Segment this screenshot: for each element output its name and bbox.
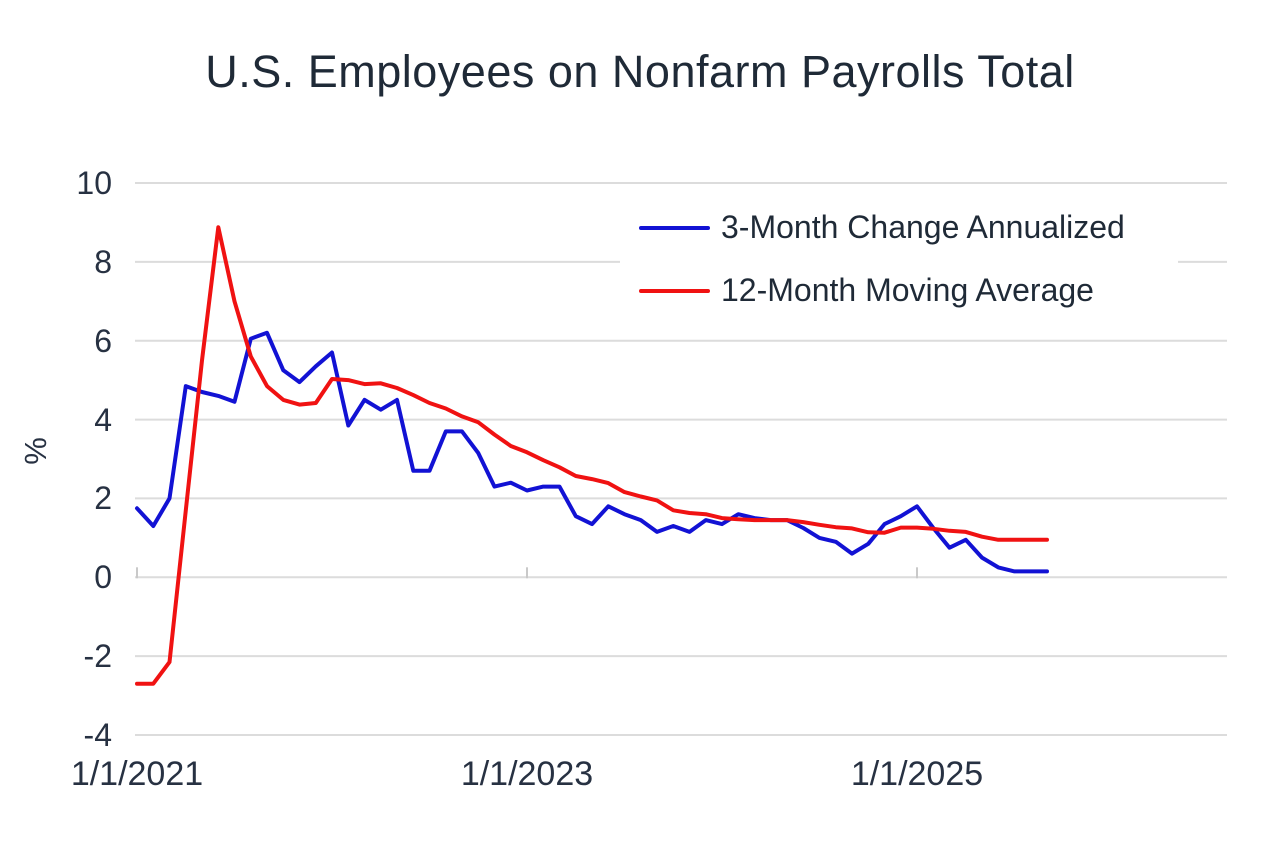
y-tick-label-6: 6 [94,323,112,359]
legend-label-12-month: 12-Month Moving Average [721,272,1094,308]
series-line-3-month-change [135,330,1049,574]
series-line-12-month-average [135,225,1049,686]
y-tick-label--4: -4 [83,717,112,753]
blue-line-swatch-icon [639,225,710,230]
x-tick-label-1/1/2025: 1/1/2025 [850,755,984,793]
y-tick-label-10: 10 [76,165,112,201]
chart-title: U.S. Employees on Nonfarm Payrolls Total [205,46,1075,97]
y-tick-label-8: 8 [94,244,112,280]
x-tick-label-1/1/2023: 1/1/2023 [460,755,594,793]
y-tick-label-0: 0 [94,559,112,595]
legend: 3-Month Change Annualized 12-Month Movin… [620,196,1178,322]
y-tick-label--2: -2 [83,638,112,674]
legend-label-3-month: 3-Month Change Annualized [721,209,1125,245]
x-tick-label-1/1/2021: 1/1/2021 [70,755,204,793]
red-line-swatch-icon [639,288,710,293]
legend-item-12-month: 12-Month Moving Average [620,259,1178,322]
y-axis-title: % [18,437,53,465]
y-tick-label-2: 2 [94,480,112,516]
legend-item-3-month: 3-Month Change Annualized [620,196,1178,259]
y-tick-label-4: 4 [94,402,112,438]
